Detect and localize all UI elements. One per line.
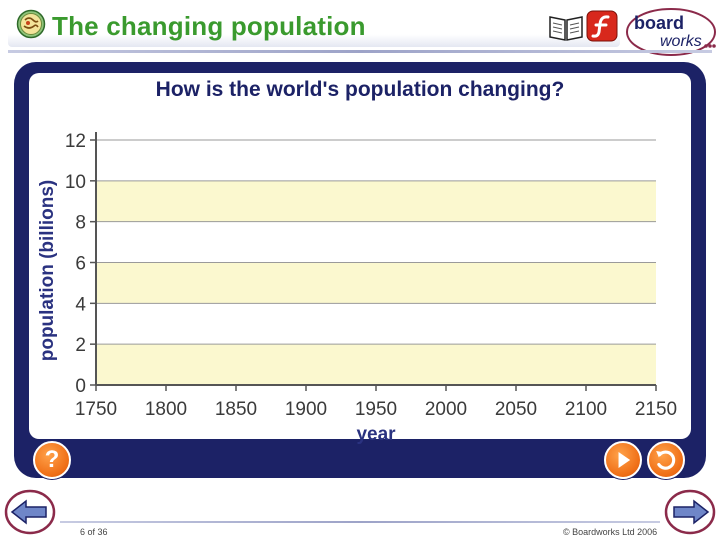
- x-tick-label: 1800: [145, 399, 187, 420]
- x-tick-label: 2100: [565, 399, 607, 420]
- y-tick-label: 4: [75, 294, 86, 315]
- y-tick-label: 0: [75, 376, 86, 397]
- x-tick-label: 2000: [425, 399, 467, 420]
- copyright-notice: © Boardworks Ltd 2006: [563, 527, 658, 537]
- slide-title: The changing population: [52, 11, 366, 41]
- x-axis-title: year: [356, 424, 396, 445]
- x-tick-label: 1750: [75, 399, 117, 420]
- logo-board-text: board: [634, 13, 684, 33]
- header-band: [8, 5, 620, 47]
- reset-button[interactable]: [647, 441, 685, 479]
- footer-divider: [60, 521, 660, 523]
- page-counter: 6 of 36: [80, 527, 108, 537]
- boardworks-logo: board works: [626, 8, 716, 56]
- population-chart: 0 2 4 6 8 10 12 1750 1800 1850 1900 1950 2000 2050 210…: [37, 131, 677, 445]
- chart-title: How is the world's population changing?: [155, 78, 565, 101]
- grid-band: [96, 262, 656, 304]
- grid-band: [96, 344, 656, 385]
- y-tick-label: 12: [65, 131, 86, 152]
- help-icon: ?: [44, 446, 60, 473]
- y-tick-label: 10: [65, 172, 86, 193]
- x-tick-label: 1950: [355, 399, 397, 420]
- y-tick-label: 8: [75, 213, 86, 234]
- x-tick-label: 2150: [635, 399, 677, 420]
- x-tick-label: 1850: [215, 399, 257, 420]
- forward-arrow-icon[interactable]: [664, 488, 716, 536]
- slide-header: The changing population board works: [0, 0, 720, 60]
- logo-works-text: works: [660, 33, 702, 50]
- play-button[interactable]: [604, 441, 642, 479]
- globe-icon: [16, 9, 46, 39]
- y-tick-label: 6: [75, 254, 86, 275]
- x-tick-label: 1900: [285, 399, 327, 420]
- back-arrow-icon[interactable]: [4, 488, 56, 536]
- grid-band: [96, 180, 656, 222]
- y-axis-title: population (billions): [37, 180, 58, 362]
- header-divider: [8, 50, 712, 53]
- book-icon[interactable]: [548, 12, 584, 42]
- y-tick-label: 2: [75, 335, 86, 356]
- help-button[interactable]: ?: [33, 441, 71, 479]
- flash-icon[interactable]: [586, 10, 618, 42]
- x-tick-label: 2050: [495, 399, 537, 420]
- reset-icon: [656, 450, 676, 470]
- play-icon: [618, 451, 631, 469]
